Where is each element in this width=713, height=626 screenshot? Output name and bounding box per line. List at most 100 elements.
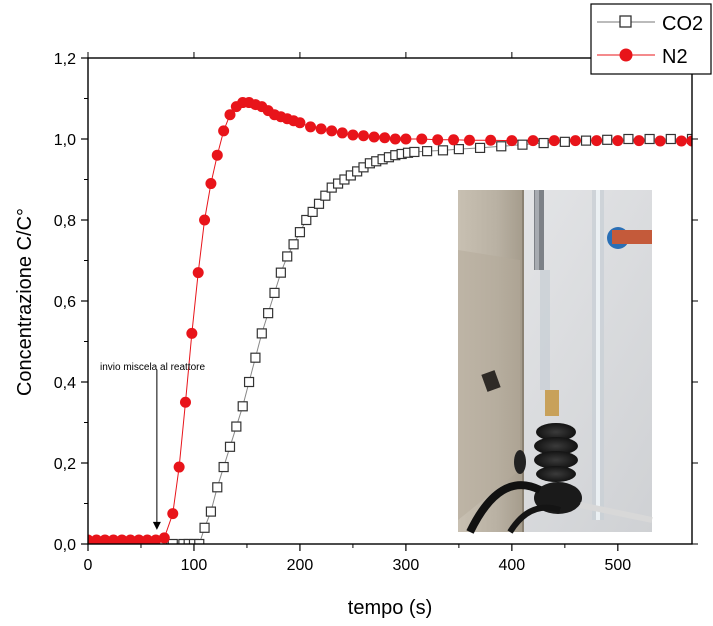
data-point-n2 — [506, 135, 518, 147]
data-point-co2 — [269, 287, 280, 298]
data-point-n2 — [173, 461, 185, 473]
data-point-co2 — [231, 421, 242, 432]
data-point-n2 — [218, 125, 230, 137]
data-point-co2 — [421, 146, 433, 157]
data-point-co2 — [250, 352, 261, 363]
data-point-n2 — [124, 534, 136, 544]
data-point-n2 — [432, 134, 444, 146]
data-point-co2 — [275, 267, 286, 278]
data-point-co2 — [183, 538, 194, 544]
data-point-n2 — [675, 135, 687, 147]
y-tick-label: 0,6 — [54, 294, 76, 311]
y-axis-title: Concentrazione C/C° — [14, 208, 36, 396]
legend: CO2 N2 — [590, 3, 712, 75]
data-point-n2 — [186, 327, 198, 339]
legend-co2-marker — [619, 15, 632, 28]
data-point-co2 — [517, 139, 528, 150]
data-point-n2 — [107, 534, 119, 544]
data-point-co2 — [623, 133, 634, 145]
x-tick-label: 400 — [499, 557, 526, 574]
data-point-co2 — [580, 135, 592, 146]
data-point-co2 — [167, 538, 178, 544]
data-point-n2 — [326, 125, 338, 137]
data-point-n2 — [686, 135, 692, 147]
data-point-co2 — [178, 538, 189, 544]
y-tick-label: 1,2 — [54, 51, 76, 68]
data-point-n2 — [389, 133, 401, 145]
data-point-n2 — [294, 117, 306, 129]
data-point-co2 — [559, 136, 570, 147]
data-point-co2 — [665, 133, 676, 145]
data-point-n2 — [199, 214, 211, 226]
data-point-n2 — [336, 127, 348, 139]
data-point-co2 — [644, 133, 655, 145]
data-point-n2 — [133, 534, 145, 544]
data-point-co2 — [194, 538, 205, 544]
legend-n2-marker — [619, 48, 633, 62]
data-point-n2 — [569, 135, 581, 147]
data-point-co2 — [282, 251, 293, 262]
data-point-n2 — [192, 267, 204, 279]
y-tick-label: 0,0 — [54, 537, 76, 554]
data-point-n2 — [179, 396, 191, 408]
data-point-co2 — [538, 137, 549, 149]
data-point-n2 — [347, 129, 359, 141]
data-point-n2 — [167, 508, 179, 520]
data-point-n2 — [205, 178, 217, 190]
x-tick-label: 300 — [393, 557, 420, 574]
data-point-n2 — [591, 135, 603, 147]
data-point-co2 — [205, 506, 217, 517]
x-tick-label: 200 — [287, 557, 314, 574]
data-point-co2 — [294, 227, 306, 238]
legend-box — [590, 3, 712, 75]
data-point-co2 — [602, 134, 613, 145]
data-point-n2 — [368, 131, 380, 143]
x-tick-label: 100 — [181, 557, 208, 574]
x-tick-label: 500 — [604, 557, 631, 574]
data-point-n2 — [400, 133, 412, 145]
annotation-label: invio miscela al reattore — [100, 362, 205, 373]
axis-ticks: 0 100 200 300 400 500 0,0 0,2 0,4 0,6 0,8 1,0 1,2 — [54, 51, 698, 574]
annotation-group: invio miscela al reattore — [100, 362, 205, 530]
data-point-co2 — [218, 461, 229, 473]
data-point-co2 — [301, 214, 312, 226]
data-point-n2 — [158, 532, 170, 544]
data-point-co2 — [243, 376, 255, 388]
data-point-n2 — [90, 534, 102, 544]
data-point-co2 — [474, 142, 486, 154]
plot-area — [88, 97, 692, 544]
data-point-co2 — [263, 308, 274, 319]
data-point-co2 — [288, 239, 299, 250]
data-point-co2 — [307, 206, 318, 217]
data-point-co2 — [409, 146, 420, 158]
y-tick-label: 0,2 — [54, 456, 76, 473]
y-tick-label: 1,0 — [54, 132, 76, 149]
data-point-n2 — [224, 109, 236, 121]
data-point-n2 — [548, 135, 560, 147]
data-point-n2 — [633, 135, 645, 147]
data-point-co2 — [188, 538, 200, 544]
x-axis-title: tempo (s) — [348, 597, 432, 619]
legend-n2-label: N2 — [662, 46, 688, 68]
y-tick-label: 0,8 — [54, 213, 76, 230]
data-point-co2 — [199, 522, 210, 533]
data-point-n2 — [315, 123, 327, 135]
data-point-n2 — [150, 534, 162, 544]
data-point-n2 — [358, 130, 370, 142]
data-point-n2 — [448, 134, 460, 146]
data-point-co2 — [224, 441, 236, 452]
data-point-co2 — [313, 198, 325, 209]
data-point-n2 — [612, 135, 624, 147]
data-point-n2 — [116, 534, 128, 544]
inset-photo — [458, 190, 653, 534]
data-point-co2 — [237, 401, 248, 412]
data-point-n2 — [379, 132, 391, 144]
data-point-co2 — [320, 190, 331, 201]
data-point-n2 — [141, 534, 153, 544]
data-point-co2 — [437, 145, 449, 156]
data-point-n2 — [485, 134, 497, 146]
data-point-n2 — [416, 133, 428, 145]
x-tick-label: 0 — [84, 557, 93, 574]
